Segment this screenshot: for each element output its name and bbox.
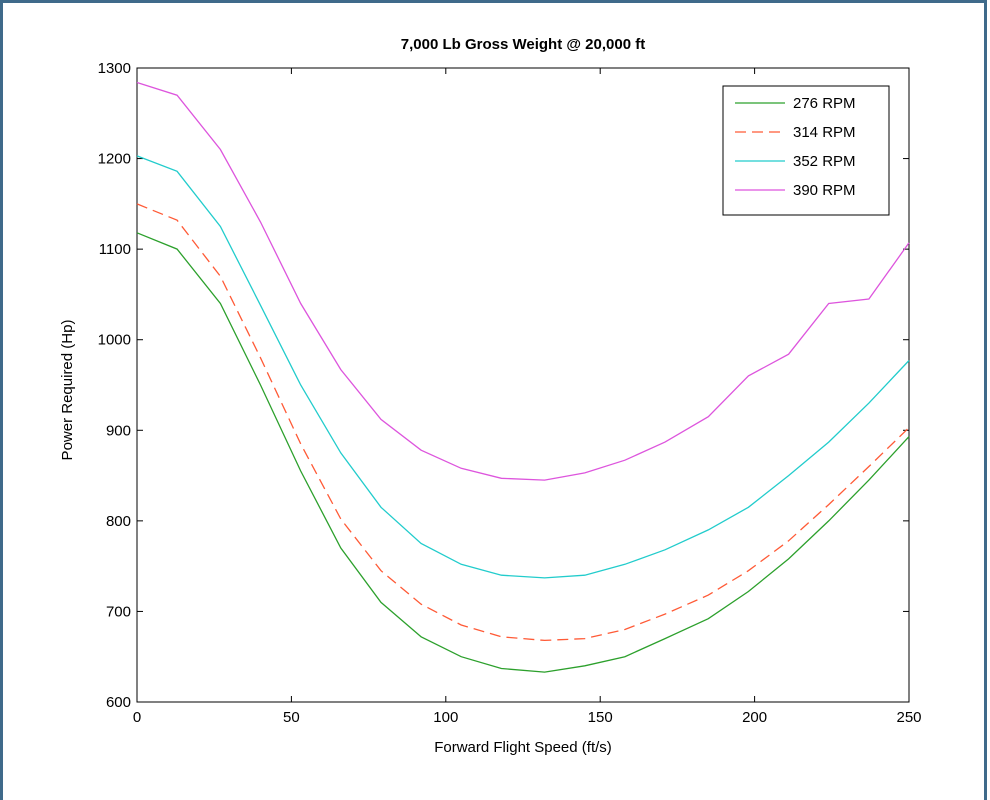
- x-tick-label: 150: [588, 709, 613, 726]
- y-tick-label: 1300: [98, 60, 131, 77]
- y-tick-label: 900: [106, 422, 131, 439]
- y-tick-label: 1200: [98, 151, 131, 168]
- y-tick-label: 600: [106, 694, 131, 711]
- legend-label: 276 RPM: [793, 95, 856, 112]
- x-tick-label: 100: [433, 709, 458, 726]
- x-tick-label: 50: [283, 709, 300, 726]
- x-tick-label: 200: [742, 709, 767, 726]
- y-tick-label: 700: [106, 603, 131, 620]
- chart-title: 7,000 Lb Gross Weight @ 20,000 ft: [401, 36, 645, 53]
- series-line-276-rpm: [136, 232, 910, 673]
- y-axis-label: Power Required (Hp): [59, 320, 76, 461]
- y-tick-label: 1100: [99, 241, 131, 258]
- legend-label: 390 RPM: [793, 182, 856, 199]
- legend-label: 352 RPM: [793, 153, 856, 170]
- series-line-352-rpm: [136, 155, 910, 579]
- y-tick-label: 1000: [98, 332, 131, 349]
- legend: 276 RPM 314 RPM 352 RPM 390 RPM: [722, 85, 890, 216]
- series-line-390-rpm: [136, 81, 910, 481]
- x-axis-label: Forward Flight Speed (ft/s): [434, 739, 612, 756]
- x-tick-label: 250: [896, 709, 921, 726]
- legend-box: [722, 85, 890, 216]
- series-line-314-rpm: [136, 203, 910, 642]
- x-tick-label: 0: [133, 709, 141, 726]
- y-tick-label: 800: [106, 513, 131, 530]
- legend-label: 314 RPM: [793, 124, 856, 141]
